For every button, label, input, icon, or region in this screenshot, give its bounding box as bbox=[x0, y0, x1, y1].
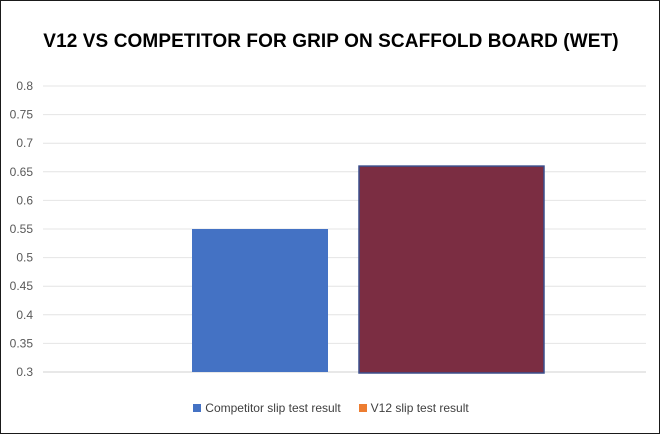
bar-v12 bbox=[358, 165, 545, 374]
legend-item-v12: V12 slip test result bbox=[358, 401, 469, 415]
legend-label-v12: V12 slip test result bbox=[370, 401, 469, 415]
legend-swatch-competitor bbox=[193, 404, 202, 412]
y-tick-label: 0.55 bbox=[10, 222, 34, 236]
y-tick-label: 0.7 bbox=[16, 136, 33, 150]
gridlines bbox=[43, 85, 646, 373]
y-tick-label: 0.65 bbox=[10, 165, 34, 179]
legend-item-competitor: Competitor slip test result bbox=[193, 401, 341, 415]
legend-label-competitor: Competitor slip test result bbox=[205, 401, 341, 415]
y-axis-ticks: 0.8 0.75 0.7 0.65 0.6 0.55 0.5 0.45 0.4 0.35 0.3 bbox=[10, 79, 34, 379]
chart-title: V12 VS COMPETITOR FOR GRIP ON SCAFFOLD B… bbox=[43, 31, 619, 52]
y-tick-label: 0.5 bbox=[16, 251, 33, 265]
y-tick-label: 0.75 bbox=[10, 108, 34, 122]
y-tick-label: 0.4 bbox=[16, 308, 33, 322]
y-tick-label: 0.3 bbox=[16, 365, 33, 379]
bar-competitor bbox=[192, 229, 328, 372]
y-tick-label: 0.45 bbox=[10, 279, 34, 293]
y-tick-label: 0.6 bbox=[16, 193, 33, 207]
legend: Competitor slip test result V12 slip tes… bbox=[1, 401, 660, 415]
y-tick-label: 0.8 bbox=[16, 79, 33, 93]
bars bbox=[192, 165, 545, 374]
y-tick-label: 0.35 bbox=[10, 336, 34, 350]
legend-swatch-v12 bbox=[358, 404, 367, 412]
